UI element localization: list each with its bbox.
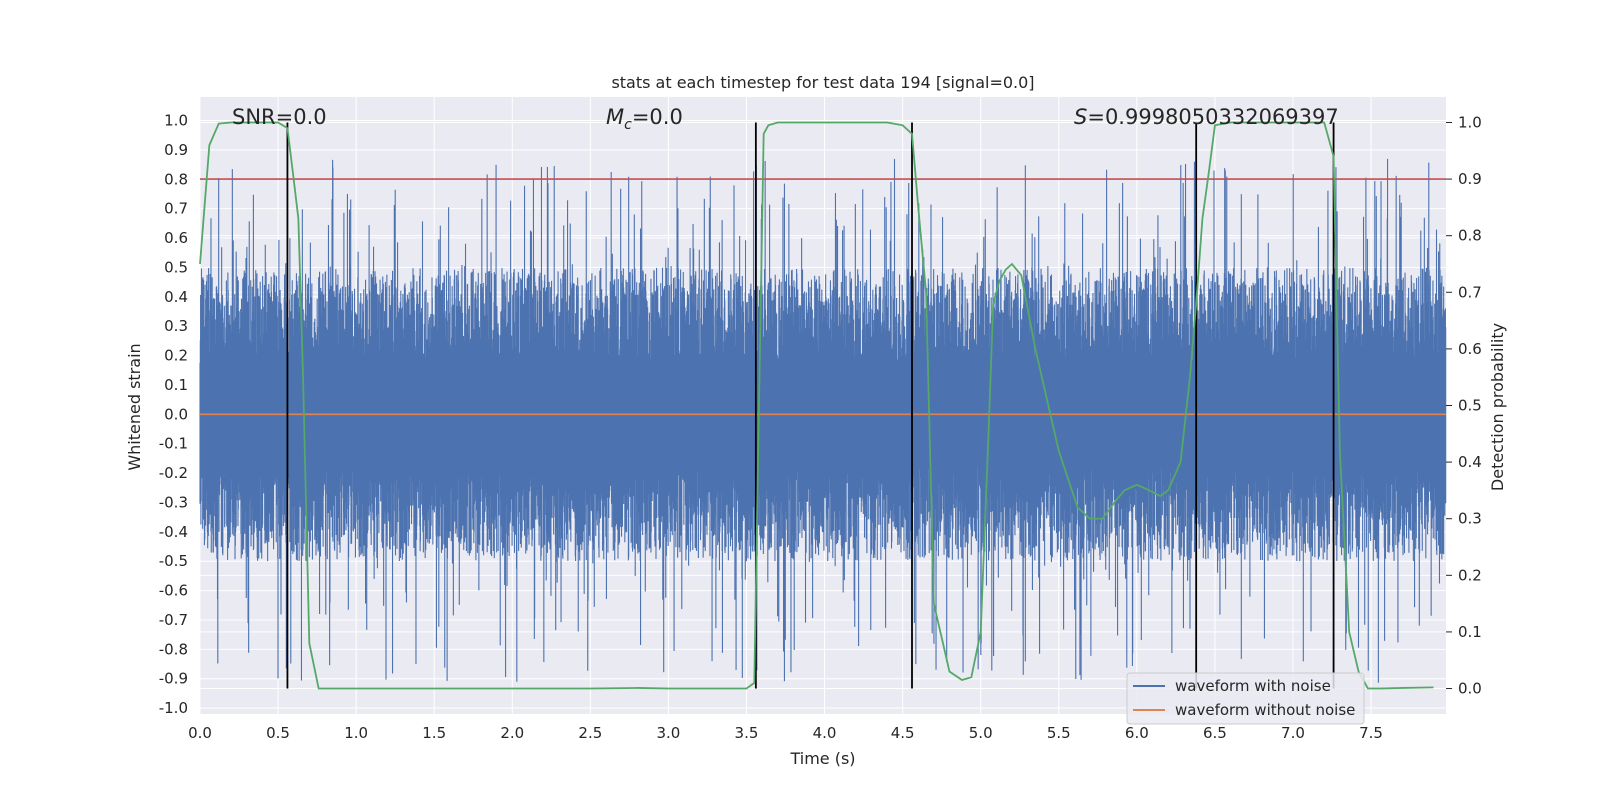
- y2-tick-label: 0.6: [1458, 340, 1482, 358]
- y2-tick-label: 0.8: [1458, 227, 1482, 245]
- y-tick-label: 0.0: [164, 405, 188, 423]
- legend-box: [1126, 672, 1365, 725]
- x-tick-label: 3.0: [656, 724, 680, 742]
- y2-tick-label: 0.1: [1458, 623, 1482, 641]
- y-tick-label: -0.9: [159, 670, 188, 688]
- y2-tick-label: 0.0: [1458, 680, 1482, 698]
- x-tick-label: 6.0: [1125, 724, 1149, 742]
- x-tick-label: 0.0: [188, 724, 212, 742]
- x-tick-label: 7.0: [1281, 724, 1305, 742]
- s-symbol: S: [1074, 105, 1087, 129]
- chirp-mass-subscript: c: [624, 117, 632, 133]
- y-tick-label: -0.4: [159, 523, 188, 541]
- y-tick-label: 0.5: [164, 258, 188, 276]
- snr-annotation: SNR=0.0: [232, 105, 327, 129]
- y2-tick-label: 0.2: [1458, 566, 1482, 584]
- x-tick-label: 4.5: [891, 724, 915, 742]
- series-detection-probability: [199, 121, 1434, 690]
- y-tick-label: 0.2: [164, 347, 188, 365]
- y-tick-label: -0.6: [159, 582, 188, 600]
- x-tick-label: 6.5: [1203, 724, 1227, 742]
- y-tick-label: 0.3: [164, 317, 188, 335]
- x-tick-label: 5.0: [969, 724, 993, 742]
- legend: waveform with noise waveform without noi…: [1126, 672, 1365, 725]
- s-value: =0.9998050332069397: [1087, 105, 1338, 129]
- x-tick-label: 2.5: [578, 724, 602, 742]
- chirp-mass-annotation: Mc=0.0: [606, 105, 683, 133]
- s-annotation: S=0.9998050332069397: [1074, 105, 1339, 129]
- y2-tick-label: 0.7: [1458, 283, 1482, 301]
- y-tick-label: -0.8: [159, 640, 188, 658]
- y2-tick-label: 1.0: [1458, 113, 1482, 131]
- y-tick-label: 0.1: [164, 376, 188, 394]
- legend-label-clean: waveform without noise: [1175, 701, 1355, 719]
- x-tick-label: 1.5: [422, 724, 446, 742]
- x-tick-label: 0.5: [266, 724, 290, 742]
- y-tick-label: 0.7: [164, 200, 188, 218]
- y-tick-label: 0.9: [164, 141, 188, 159]
- x-tick-label: 5.5: [1047, 724, 1071, 742]
- y2-tick-label: 0.3: [1458, 510, 1482, 528]
- y2-axis-ticks: 1.0 0.9 0.8 0.7 0.6 0.5 0.4 0.3 0.2 0.1 0.0: [1446, 113, 1482, 698]
- chart-title: stats at each timestep for test data 194…: [611, 73, 1034, 92]
- y-axis-label: Whitened strain: [125, 343, 144, 470]
- y-tick-label: 1.0: [164, 112, 188, 130]
- x-tick-label: 4.0: [813, 724, 837, 742]
- y2-tick-label: 0.4: [1458, 453, 1482, 471]
- y-tick-label: -1.0: [159, 699, 188, 717]
- y-tick-label: -0.7: [159, 611, 188, 629]
- y2-tick-label: 0.9: [1458, 170, 1482, 188]
- chirp-mass-symbol: M: [606, 105, 624, 129]
- x-tick-label: 1.0: [344, 724, 368, 742]
- y-tick-label: 0.4: [164, 288, 188, 306]
- y-tick-label: -0.1: [159, 435, 188, 453]
- y-tick-label: 0.6: [164, 229, 188, 247]
- y-tick-label: -0.2: [159, 464, 188, 482]
- y2-axis-label: Detection probability: [1488, 323, 1507, 491]
- x-axis-label: Time (s): [789, 749, 855, 768]
- probability-curve: [199, 121, 1434, 690]
- y2-tick-label: 0.5: [1458, 397, 1482, 415]
- x-tick-label: 2.0: [500, 724, 524, 742]
- y-tick-label: -0.3: [159, 493, 188, 511]
- x-tick-label: 7.5: [1359, 724, 1383, 742]
- legend-label-noise: waveform with noise: [1175, 677, 1331, 695]
- x-tick-label: 3.5: [735, 724, 759, 742]
- y-axis-ticks: 1.0 0.9 0.8 0.7 0.6 0.5 0.4 0.3 0.2 0.1 0.0 -0.1 -0.…: [159, 112, 188, 718]
- chirp-mass-value: =0.0: [632, 105, 683, 129]
- x-axis-ticks: 0.0 0.5 1.0 1.5 2.0 2.5 3.0 3.5 4.0 4.5 5.0 5.5 6.0 6…: [188, 724, 1383, 742]
- y-tick-label: 0.8: [164, 170, 188, 188]
- y-tick-label: -0.5: [159, 552, 188, 570]
